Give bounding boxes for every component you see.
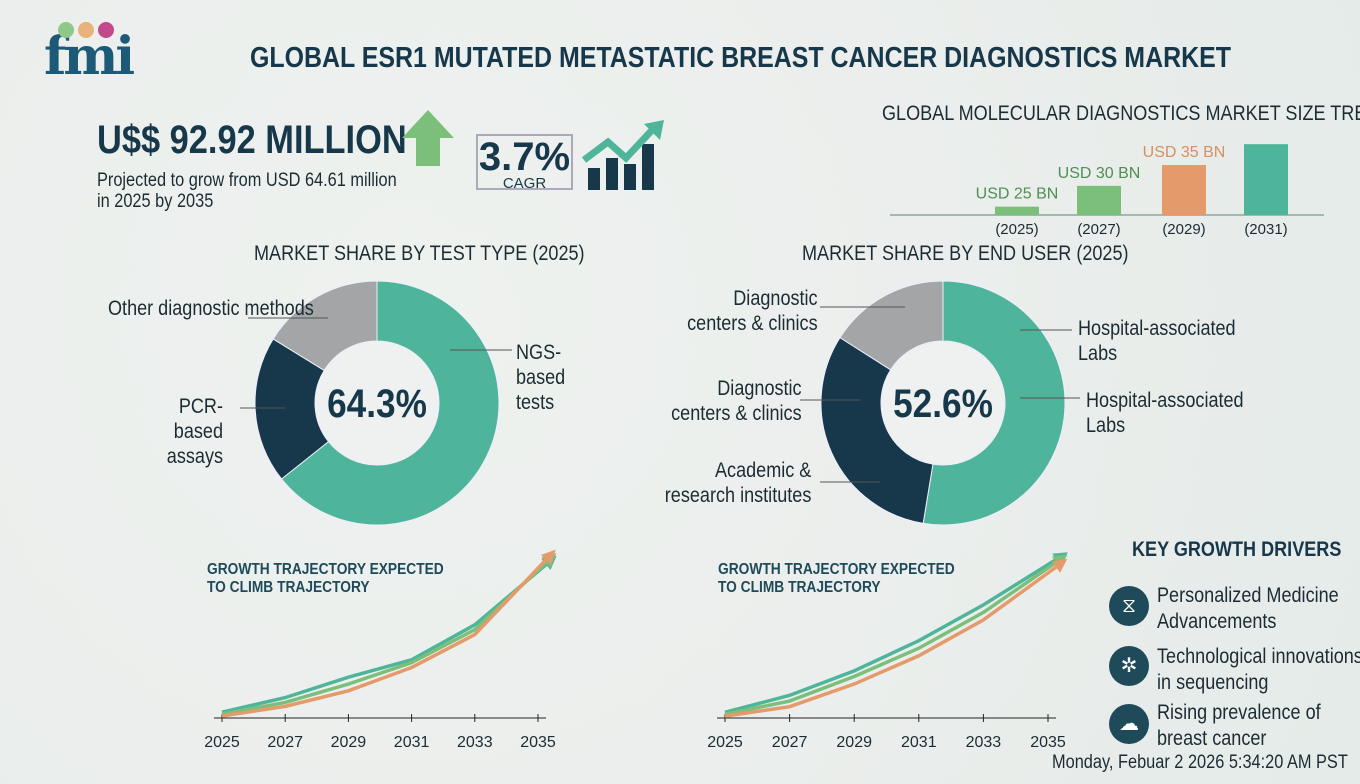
series-line	[724, 558, 1057, 715]
pie2-label-hospital2: Hospital-associated Labs	[1086, 389, 1244, 437]
bar-data-label: USD 35 BN	[1143, 144, 1226, 161]
cloud-data-icon: ☁	[1109, 704, 1149, 744]
pie2-label-diag1: Diagnostic centers & clinics	[687, 287, 818, 335]
series-line	[724, 560, 1057, 716]
pie1-title: MARKET SHARE BY TEST TYPE (2025)	[254, 242, 585, 265]
line2-title: GROWTH TRAJECTORY EXPECTED TO CLIMB TRAJ…	[718, 561, 955, 596]
series-line	[221, 563, 548, 714]
bar-(2031)	[1244, 144, 1288, 215]
bar-chart-title: GLOBAL MOLECULAR DIAGNOSTICS MARKET SIZE…	[882, 102, 1360, 125]
bar-category-label: (2027)	[1077, 221, 1120, 238]
bar-data-label: USD 30 BN	[1058, 165, 1141, 182]
pie2-label-hospital1: Hospital-associated Labs	[1078, 317, 1236, 365]
pie2-title: MARKET SHARE BY END USER (2025)	[802, 242, 1129, 265]
bar-data-label: USD 25 BN	[976, 186, 1059, 203]
dna-icon: ⧖	[1109, 586, 1149, 626]
x-tick-label: 2029	[331, 734, 367, 751]
page-title: GLOBAL ESR1 MUTATED METASTATIC BREAST CA…	[250, 42, 1231, 74]
donut-center-value: 52.6%	[893, 381, 993, 426]
market-subtitle: Projected to grow from USD 64.61 million…	[97, 170, 397, 212]
donut-hole	[316, 342, 438, 464]
drivers-title: KEY GROWTH DRIVERS	[1132, 538, 1342, 561]
x-tick-label: 2035	[520, 734, 556, 751]
series-line	[724, 565, 1058, 718]
x-tick-label: 2033	[457, 734, 493, 751]
bar-category-label: (2031)	[1244, 221, 1287, 238]
series-line	[221, 561, 548, 716]
driver-1: Personalized Medicine Advancements	[1157, 584, 1339, 633]
bar-category-label: (2029)	[1162, 221, 1205, 238]
series-line	[221, 558, 548, 718]
driver-2: Technological innovations in sequencing	[1157, 645, 1360, 694]
donut-slice	[922, 280, 1066, 526]
donut-slice	[820, 336, 934, 524]
fmi-logo: fmi	[44, 22, 135, 87]
x-tick-label: 2025	[204, 734, 240, 751]
market-value: U$$ 92.92 MILLION	[97, 118, 407, 162]
series-arrowhead	[1051, 558, 1068, 573]
x-tick-label: 2033	[966, 734, 1002, 751]
network-icon: ✲	[1109, 646, 1149, 686]
up-arrow-icon	[402, 110, 454, 166]
x-tick-label: 2027	[772, 734, 808, 751]
donut-slice	[272, 280, 378, 372]
donut-hole	[882, 342, 1004, 464]
cagr-box: 3.7% CAGR	[476, 134, 573, 191]
pie1-label-pcr: PCR-based assays	[166, 395, 223, 468]
donut-slice	[254, 338, 330, 480]
bar-(2027)	[1077, 185, 1121, 215]
x-tick-label: 2031	[394, 734, 430, 751]
pie2-label-academic: Academic & research institutes	[664, 459, 812, 507]
line1-title: GROWTH TRAJECTORY EXPECTED TO CLIMB TRAJ…	[207, 561, 444, 596]
x-tick-label: 2025	[707, 734, 743, 751]
growth-chart-icon	[581, 120, 664, 190]
timestamp: Monday, Febuar 2 2026 5:34:20 AM PST	[1052, 752, 1348, 773]
donut-slice	[839, 280, 944, 371]
pie1-label-ngs: NGS-based tests	[516, 341, 566, 414]
x-tick-label: 2029	[836, 734, 872, 751]
pie2-label-diag2: Diagnostic centers & clinics	[671, 377, 802, 425]
x-tick-label: 2031	[901, 734, 937, 751]
x-tick-label: 2035	[1030, 734, 1066, 751]
donut-center-value: 64.3%	[327, 381, 427, 426]
bar-(2029)	[1162, 165, 1206, 215]
series-arrowhead	[540, 549, 556, 565]
bar-chart: USD 25 BN (2025) USD 30 BN (2027) USD 35 BN (…	[890, 140, 1324, 238]
x-tick-label: 2027	[267, 734, 303, 751]
bar-(2025)	[995, 206, 1039, 215]
donut-slice	[280, 280, 500, 526]
driver-3: Rising prevalence of breast cancer	[1157, 701, 1321, 750]
bar-category-label: (2025)	[995, 221, 1038, 238]
